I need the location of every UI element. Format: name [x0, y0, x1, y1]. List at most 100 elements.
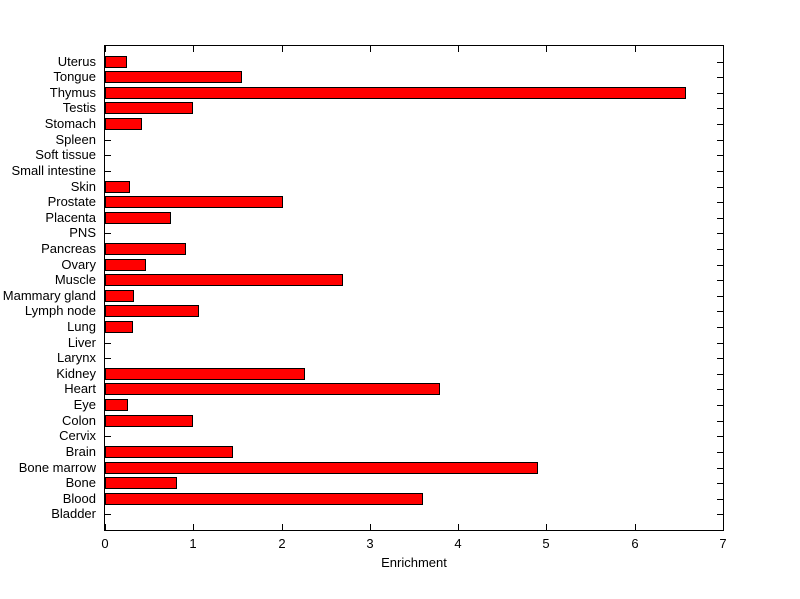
y-tick: [717, 108, 723, 109]
x-tick: [193, 46, 194, 52]
y-tick-label: Bone: [65, 475, 96, 490]
y-tick: [717, 468, 723, 469]
bar: [105, 259, 146, 271]
y-tick: [717, 358, 723, 359]
y-tick-label: Colon: [62, 413, 96, 428]
plot-area: [104, 45, 724, 531]
bar: [105, 212, 171, 224]
y-tick-label: Blood: [62, 491, 96, 506]
y-tick-label: Eye: [73, 397, 96, 412]
y-tick: [717, 343, 723, 344]
x-axis-title: Enrichment: [381, 555, 447, 570]
x-tick-label: 3: [366, 536, 374, 551]
bar: [105, 181, 130, 193]
y-tick-label: Brain: [65, 444, 96, 459]
bar: [105, 87, 686, 99]
bar: [105, 383, 440, 395]
y-tick: [717, 327, 723, 328]
y-tick: [717, 249, 723, 250]
y-tick: [105, 436, 111, 437]
y-tick: [717, 436, 723, 437]
y-tick: [717, 218, 723, 219]
x-tick: [546, 46, 547, 52]
y-tick-label: Testis: [62, 100, 96, 115]
y-tick: [717, 483, 723, 484]
y-tick: [717, 171, 723, 172]
y-tick-label: Kidney: [56, 366, 96, 381]
y-tick-label: Pancreas: [41, 241, 96, 256]
bar: [105, 305, 199, 317]
y-tick: [717, 280, 723, 281]
y-tick-label: Cervix: [59, 428, 96, 443]
bar: [105, 477, 177, 489]
x-tick-label: 6: [631, 536, 639, 551]
x-tick-label: 0: [101, 536, 109, 551]
x-tick-label: 7: [719, 536, 727, 551]
x-tick: [370, 524, 371, 530]
y-tick-label: Uterus: [57, 54, 96, 69]
x-tick: [105, 524, 106, 530]
y-tick-label: Stomach: [44, 116, 96, 131]
y-tick: [717, 389, 723, 390]
y-tick-label: Bladder: [51, 506, 96, 521]
x-tick: [105, 46, 106, 52]
x-tick: [546, 524, 547, 530]
x-tick-label: 5: [542, 536, 550, 551]
bar: [105, 118, 142, 130]
bar: [105, 196, 283, 208]
y-tick-label: Liver: [67, 335, 96, 350]
x-tick: [193, 524, 194, 530]
y-tick: [717, 202, 723, 203]
y-tick: [717, 265, 723, 266]
bar: [105, 493, 423, 505]
bar: [105, 399, 128, 411]
y-tick: [717, 452, 723, 453]
y-tick: [717, 311, 723, 312]
x-tick: [282, 524, 283, 530]
y-tick: [717, 296, 723, 297]
y-tick: [105, 343, 111, 344]
bar: [105, 415, 193, 427]
y-tick: [717, 405, 723, 406]
bar: [105, 102, 193, 114]
y-tick-label: Mammary gland: [2, 288, 96, 303]
y-tick-label: Larynx: [56, 350, 96, 365]
bar: [105, 368, 305, 380]
y-tick-label: Bone marrow: [18, 460, 96, 475]
x-tick: [635, 46, 636, 52]
y-tick: [717, 93, 723, 94]
bar: [105, 274, 343, 286]
bar: [105, 446, 233, 458]
y-tick-label: Skin: [70, 179, 96, 194]
y-tick: [717, 62, 723, 63]
x-tick: [723, 46, 724, 52]
x-tick-label: 1: [189, 536, 197, 551]
y-tick: [717, 124, 723, 125]
y-tick: [105, 140, 111, 141]
y-tick-label: Small intestine: [11, 163, 96, 178]
x-tick: [282, 46, 283, 52]
y-tick-label: PNS: [69, 225, 96, 240]
y-tick-label: Prostate: [47, 194, 96, 209]
y-tick: [105, 514, 111, 515]
y-tick-label: Soft tissue: [35, 147, 96, 162]
bar: [105, 321, 133, 333]
y-tick: [717, 421, 723, 422]
y-tick: [717, 187, 723, 188]
y-tick: [717, 499, 723, 500]
y-tick: [717, 514, 723, 515]
y-tick: [717, 140, 723, 141]
y-tick: [105, 155, 111, 156]
bar: [105, 243, 186, 255]
x-tick: [723, 524, 724, 530]
y-tick: [105, 358, 111, 359]
y-tick-label: Lung: [67, 319, 96, 334]
bar: [105, 462, 538, 474]
y-tick: [105, 171, 111, 172]
bar: [105, 290, 134, 302]
y-tick-label: Placenta: [45, 210, 96, 225]
y-tick-label: Lymph node: [24, 303, 96, 318]
x-tick: [458, 46, 459, 52]
y-tick-label: Tongue: [53, 69, 96, 84]
